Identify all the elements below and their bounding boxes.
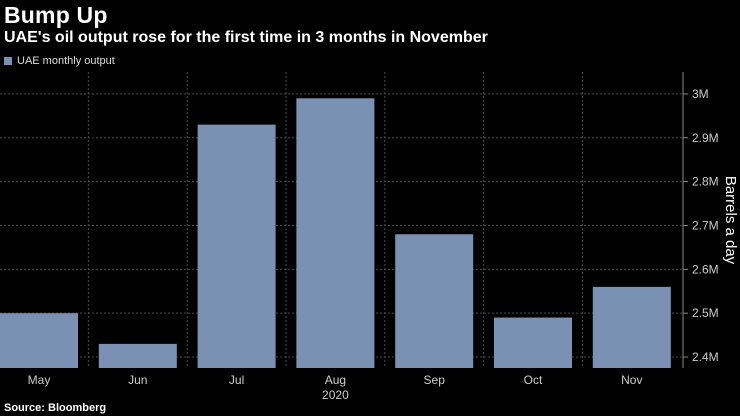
legend-swatch	[4, 57, 12, 65]
y-tick-label: 3M	[692, 87, 709, 101]
x-tick-label: Sep	[424, 373, 446, 387]
y-tick-label: 2.9M	[692, 131, 719, 145]
chart-title: Bump Up	[4, 2, 108, 28]
bar-jun	[98, 343, 177, 368]
bar-may	[0, 313, 78, 368]
legend: UAE monthly output	[4, 55, 115, 67]
x-tick-label: Oct	[524, 373, 543, 387]
bar-jul	[197, 124, 276, 368]
y-tick-label: 2.8M	[692, 175, 719, 189]
x-tick-label: Nov	[621, 373, 642, 387]
bar-nov	[592, 286, 671, 368]
bar-sep	[395, 234, 474, 368]
y-axis-title: Barrels a day	[722, 176, 739, 265]
y-tick-label: 2.7M	[692, 218, 719, 232]
x-tick-label: Jun	[128, 373, 147, 387]
bar-oct	[494, 317, 572, 368]
legend-label: UAE monthly output	[17, 55, 115, 67]
x-tick-label: Jul	[229, 373, 244, 387]
y-tick-label: 2.4M	[692, 350, 719, 364]
chart-subtitle: UAE's oil output rose for the first time…	[4, 29, 488, 46]
bar-aug	[296, 98, 375, 369]
y-tick-label: 2.6M	[692, 262, 719, 276]
x-tick-label: May	[28, 373, 51, 387]
x-group-label: 2020	[322, 388, 349, 402]
y-tick-label: 2.5M	[692, 306, 719, 320]
source-note: Source: Bloomberg	[4, 402, 107, 414]
x-tick-label: Aug	[325, 373, 346, 387]
